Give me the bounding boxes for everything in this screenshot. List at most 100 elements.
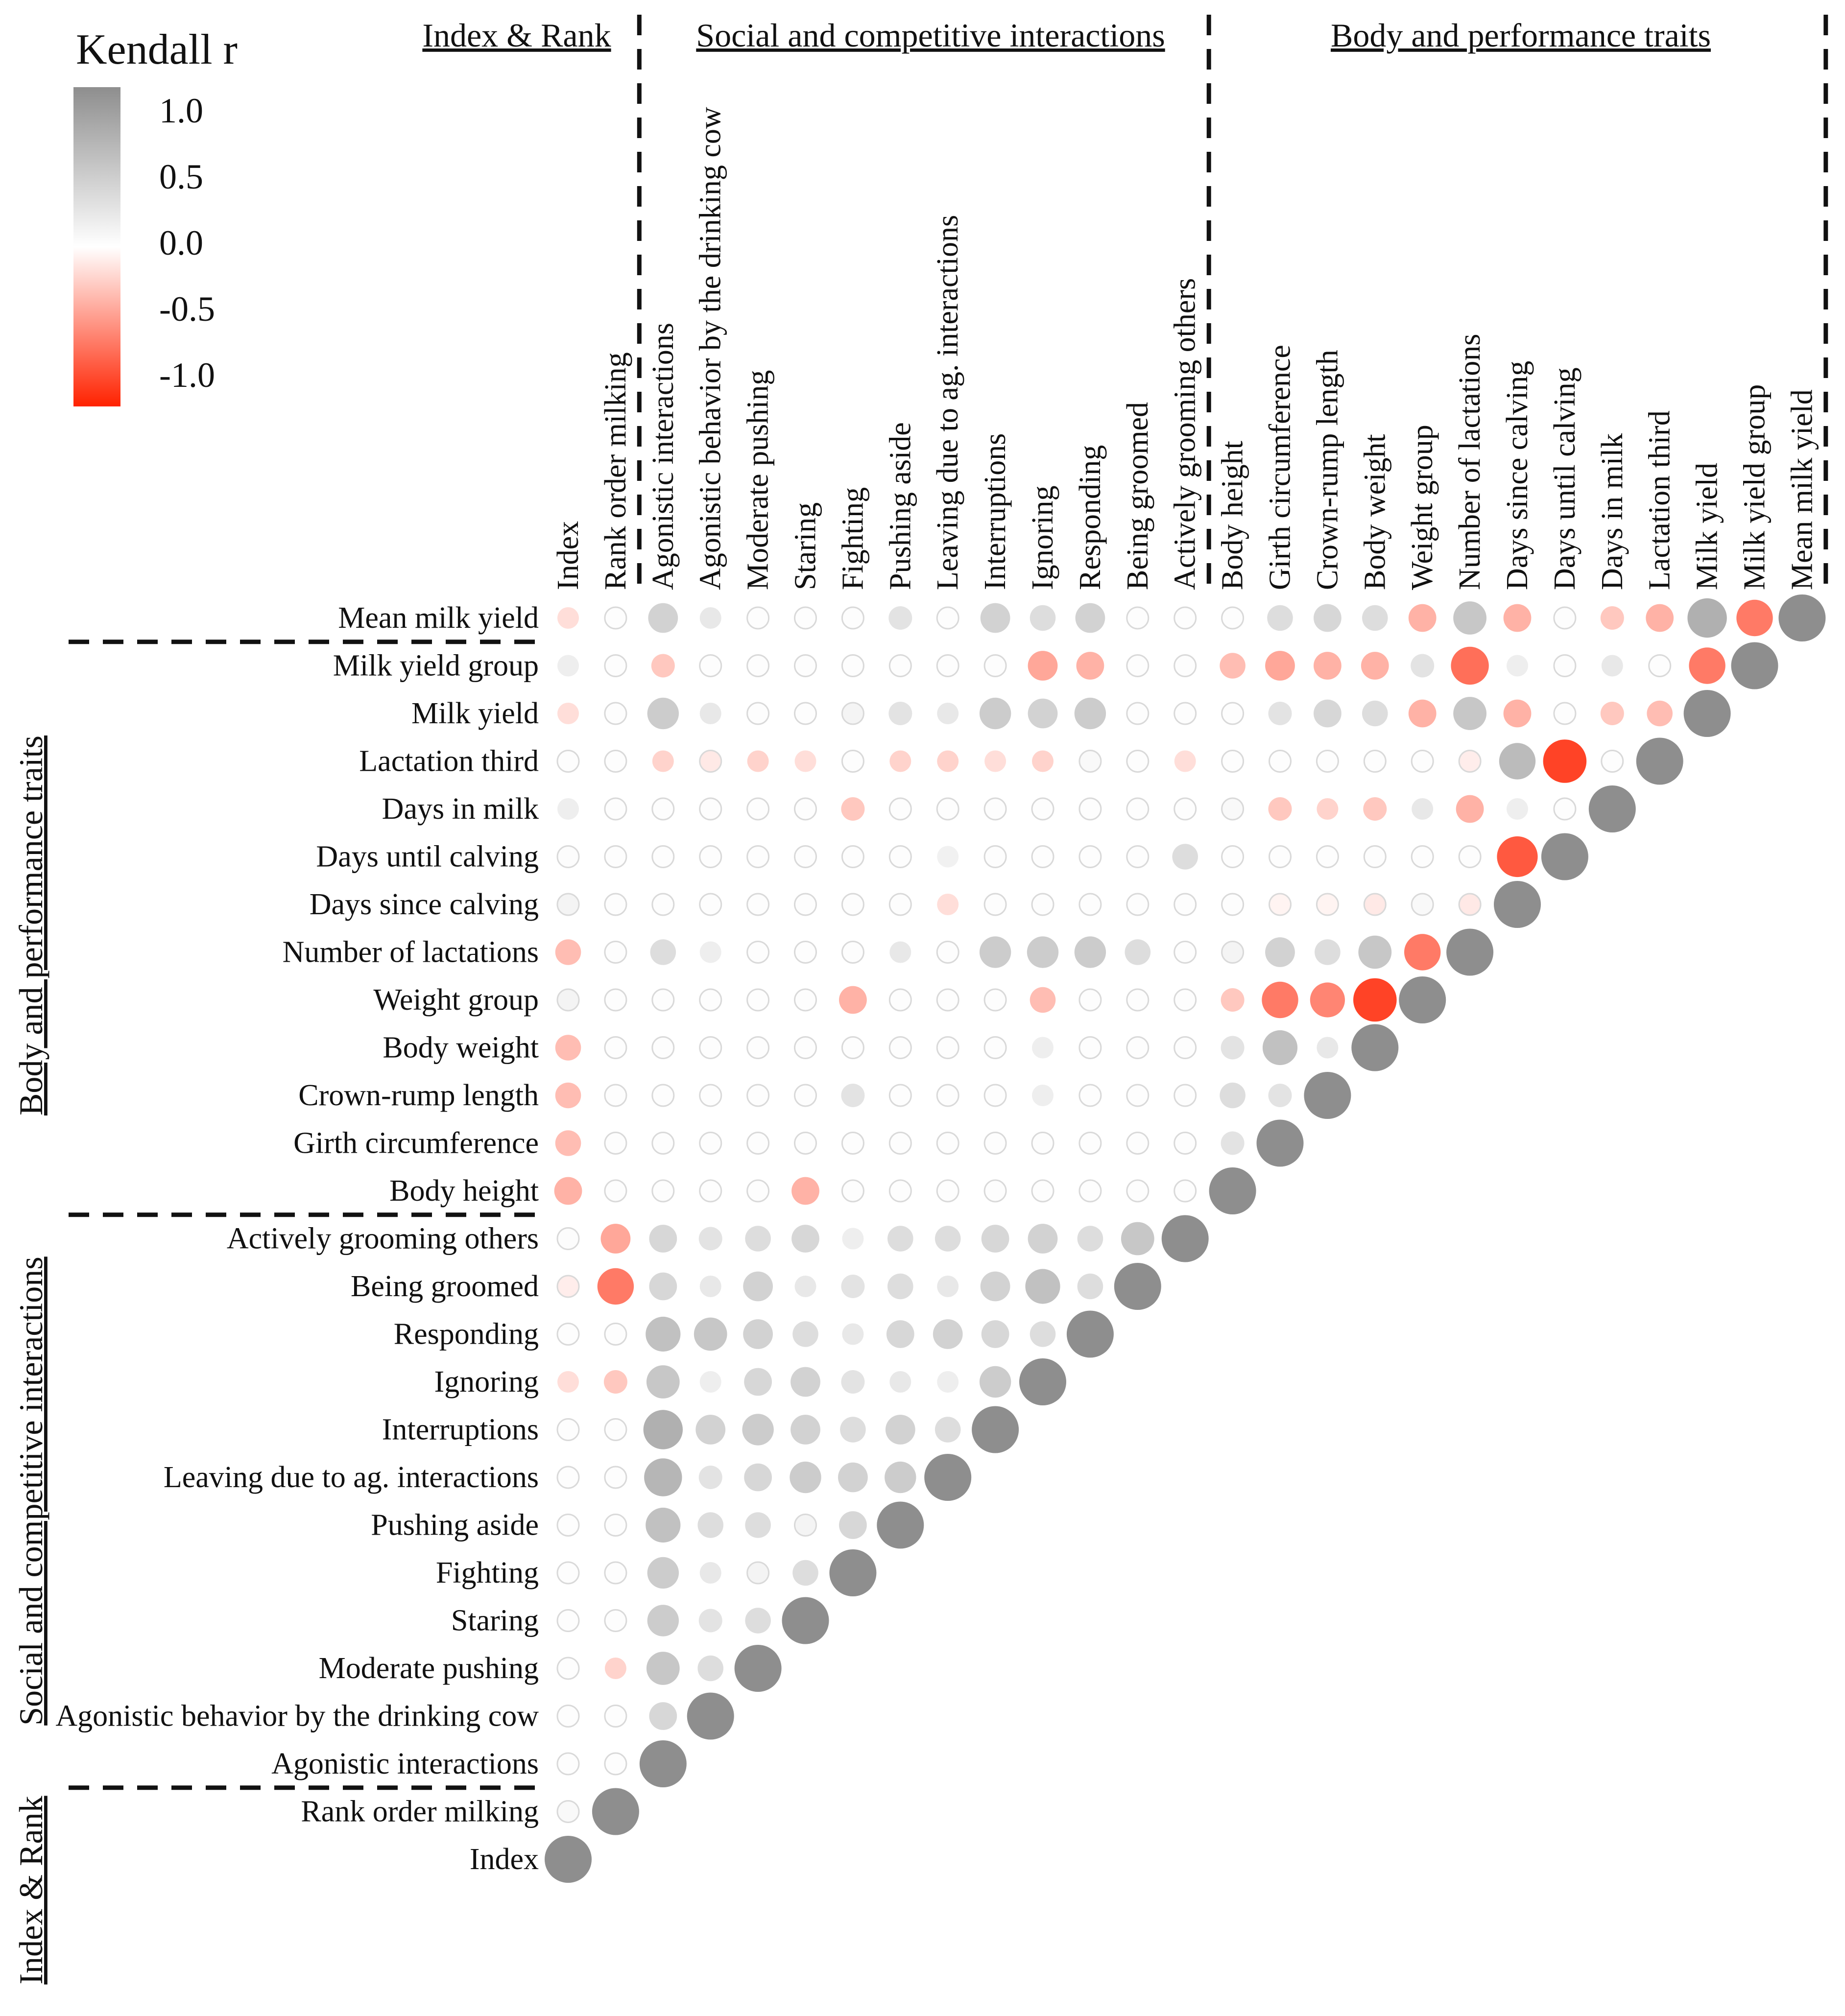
correlation-cell [794,1132,817,1155]
correlation-cell [1126,1132,1150,1155]
correlation-cell [699,1132,722,1155]
correlation-cell [1507,798,1528,820]
correlation-cell [1032,1085,1054,1106]
correlation-cell [1078,845,1102,868]
column-label: Mean milk yield [1785,389,1819,590]
legend-tick-label: -0.5 [159,289,215,329]
correlation-cell [794,988,817,1012]
correlation-cell [1647,700,1673,727]
correlation-cell [983,1036,1007,1059]
correlation-cell [1310,982,1345,1018]
column-label: Being groomed [1121,402,1154,590]
correlation-cell [1353,978,1397,1022]
correlation-cell [1736,599,1773,637]
correlation-cell [1126,893,1150,916]
correlation-cell [1078,893,1102,916]
column-label: Crown-rump length [1311,350,1344,590]
correlation-cell [556,893,580,916]
correlation-cell [699,845,722,868]
correlation-cell [1221,702,1245,725]
correlation-cell [1126,988,1150,1012]
correlation-cell [1553,702,1577,725]
correlation-cell [1078,1036,1102,1059]
correlation-cell [794,1084,817,1107]
correlation-cell [650,939,676,965]
correlation-cell [746,1132,770,1155]
correlation-cell [1078,988,1102,1012]
correlation-cell [555,939,581,965]
correlation-cell [1361,652,1389,680]
correlation-cell [1636,737,1683,785]
correlation-cell [1553,797,1577,821]
correlation-cell [1121,1222,1154,1256]
correlation-cell [794,1276,816,1297]
correlation-cell [557,655,579,677]
correlation-cell [887,1226,913,1252]
correlation-cell [556,1418,580,1441]
correlation-cell [651,1084,675,1107]
correlation-cell [1314,604,1342,632]
column-label: Index [551,521,585,590]
correlation-cell [937,1371,959,1393]
correlation-cell [1031,1132,1054,1155]
correlation-cell [746,988,770,1012]
correlation-cell [554,1177,582,1205]
correlation-cell [980,1271,1010,1302]
correlation-cell [1126,606,1150,630]
correlation-cell [746,1036,770,1059]
row-label: Girth circumference [293,1127,539,1160]
correlation-cell [651,797,675,821]
correlation-cell [545,1836,592,1883]
correlation-cell [1174,893,1197,916]
correlation-cell [1453,697,1487,730]
correlation-cell [1588,785,1636,832]
column-label: Girth circumference [1264,345,1297,590]
correlation-cell [1268,1084,1292,1107]
correlation-cell [604,988,627,1012]
correlation-cell [1267,605,1293,631]
correlation-cell [698,1466,722,1489]
correlation-cell [829,1549,877,1596]
correlation-cell [791,1415,820,1445]
correlation-cell [1600,702,1624,725]
correlation-cell [555,1082,581,1109]
correlation-cell [1317,1037,1339,1059]
correlation-cell [1683,690,1731,737]
correlation-cell [840,1417,866,1443]
correlation-cell [651,988,675,1012]
correlation-cell [1358,935,1392,969]
correlation-cell [1221,797,1245,821]
group-side-labels: Body and performance traits Social and c… [12,735,49,1985]
correlation-cell [983,845,1007,868]
correlation-cell [936,988,959,1012]
correlation-cell [699,750,722,773]
correlation-cell [1078,1132,1102,1155]
correlation-cell [838,1462,868,1493]
legend-tick-label: -1.0 [159,356,215,395]
correlation-cell [1541,833,1588,880]
correlation-cell [1269,845,1292,868]
correlation-cell [1648,654,1672,677]
correlation-cell [888,988,912,1012]
correlation-cell [604,1132,627,1155]
correlation-cell [841,941,864,964]
correlation-cell [1161,1215,1209,1262]
correlation-cell [1269,893,1292,916]
correlation-cell [1458,893,1482,916]
correlation-cell [889,941,911,963]
legend-tick-label: 0.0 [159,223,203,262]
group-header-social: Social and competitive interactions [696,17,1165,54]
column-label: Days until calving [1548,367,1581,590]
correlation-cell [1066,1310,1114,1358]
correlation-cell [1126,1179,1150,1203]
correlation-cell [791,1177,819,1205]
correlation-cell [651,1179,675,1203]
correlation-cell [887,1273,913,1300]
correlation-cell [1174,988,1197,1012]
correlation-cell [792,1560,818,1586]
correlation-cell [936,606,959,630]
correlation-cell [1399,976,1446,1023]
correlation-cell [1220,1082,1246,1109]
correlation-cell [1553,606,1577,630]
correlation-cell [936,941,959,964]
